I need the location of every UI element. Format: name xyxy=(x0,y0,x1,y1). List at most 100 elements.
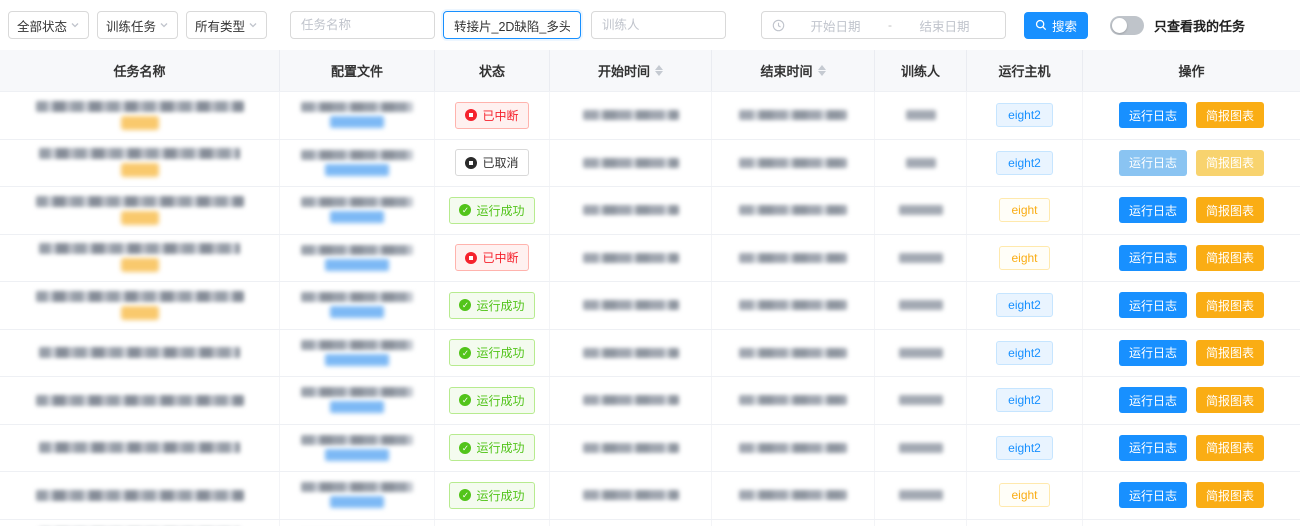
status-label: 运行成功 xyxy=(476,393,525,408)
report-chart-button[interactable]: 简报图表 xyxy=(1196,197,1265,224)
report-chart-button[interactable]: 简报图表 xyxy=(1196,387,1265,414)
run-log-button[interactable]: 运行日志 xyxy=(1118,244,1187,271)
run-log-button[interactable]: 运行日志 xyxy=(1118,102,1187,129)
trainer-redacted xyxy=(898,442,943,453)
run-log-button[interactable]: 运行日志 xyxy=(1118,482,1187,509)
end-date-placeholder: 结束日期 xyxy=(919,19,970,34)
task-name-cell[interactable] xyxy=(0,187,280,234)
trainer-redacted xyxy=(898,300,943,311)
task-name-cell[interactable] xyxy=(0,329,280,376)
task-tag-redacted xyxy=(120,163,159,178)
config-link-redacted[interactable] xyxy=(325,163,389,176)
status-icon xyxy=(465,251,478,264)
config-link-redacted[interactable] xyxy=(330,306,384,319)
trainer-cell xyxy=(875,472,967,519)
task-search-input[interactable] xyxy=(443,11,581,39)
status-badge: ✓ 运行成功 xyxy=(449,386,535,414)
report-chart-button[interactable]: 简报图表 xyxy=(1196,292,1265,319)
sort-up-icon[interactable] xyxy=(655,65,663,70)
report-chart-button[interactable]: 简报图表 xyxy=(1196,244,1265,271)
report-chart-button[interactable]: 简报图表 xyxy=(1196,434,1265,461)
clock-icon xyxy=(772,19,785,31)
config-link-redacted[interactable] xyxy=(330,401,384,414)
sort-icons[interactable] xyxy=(655,65,663,76)
filter-bar: 全部状态 训练任务 所有类型 开始日期 - 结束日期 xyxy=(0,0,1300,50)
table-row: 已中断 eight2 运行日志 简报图表 xyxy=(0,92,1300,140)
trainer-redacted xyxy=(898,490,943,501)
status-icon: ✓ xyxy=(459,299,472,312)
run-log-button[interactable]: 运行日志 xyxy=(1118,197,1187,224)
status-filter-select[interactable]: 全部状态 xyxy=(8,11,89,39)
status-label: 运行成功 xyxy=(476,203,525,218)
status-icon: ✓ xyxy=(459,394,472,407)
end-time-cell xyxy=(712,139,875,186)
task-name-cell[interactable] xyxy=(0,377,280,424)
task-name-cell[interactable] xyxy=(0,519,280,526)
trainer-input[interactable] xyxy=(591,11,726,39)
task-name-cell[interactable] xyxy=(0,234,280,281)
status-cell: ✓ 运行成功 xyxy=(435,519,550,526)
task-name-input[interactable] xyxy=(290,11,435,39)
column-header-start-time[interactable]: 开始时间 xyxy=(550,50,712,91)
sort-down-icon[interactable] xyxy=(817,71,826,76)
run-log-button[interactable]: 运行日志 xyxy=(1118,339,1187,366)
config-name-redacted xyxy=(301,339,413,350)
category-filter-select[interactable]: 所有类型 xyxy=(186,11,267,39)
config-link-redacted[interactable] xyxy=(330,496,384,509)
status-badge: ✓ 运行成功 xyxy=(449,339,535,367)
report-chart-button[interactable]: 简报图表 xyxy=(1196,482,1265,509)
run-log-button[interactable]: 运行日志 xyxy=(1118,292,1187,319)
config-link-redacted[interactable] xyxy=(325,258,389,271)
config-name-redacted xyxy=(301,292,413,303)
report-chart-button[interactable]: 简报图表 xyxy=(1196,149,1265,176)
sort-up-icon[interactable] xyxy=(817,65,826,70)
toggle-knob xyxy=(1112,17,1128,33)
run-log-button[interactable]: 运行日志 xyxy=(1118,434,1187,461)
end-time-redacted xyxy=(739,252,847,263)
start-time-cell xyxy=(550,92,712,139)
column-header-end-time[interactable]: 结束时间 xyxy=(712,50,875,91)
column-header-host: 运行主机 xyxy=(967,50,1083,91)
sort-icons[interactable] xyxy=(817,65,826,76)
task-name-cell[interactable] xyxy=(0,424,280,471)
run-log-button[interactable]: 运行日志 xyxy=(1118,387,1187,414)
my-tasks-toggle[interactable] xyxy=(1110,15,1145,35)
task-name-cell[interactable] xyxy=(0,92,280,139)
config-link-redacted[interactable] xyxy=(330,116,384,129)
status-badge: 已中断 xyxy=(455,244,529,272)
task-name-redacted xyxy=(39,442,240,454)
run-log-button[interactable]: 运行日志 xyxy=(1118,149,1187,176)
table-row: 已中断 eight 运行日志 简报图表 xyxy=(0,234,1300,282)
config-file-cell xyxy=(280,282,435,329)
report-chart-button[interactable]: 简报图表 xyxy=(1196,339,1265,366)
actions-cell: 运行日志 简报图表 xyxy=(1083,235,1300,282)
config-link-redacted[interactable] xyxy=(330,211,384,224)
actions-cell: 运行日志 简报图表 xyxy=(1083,472,1300,519)
host-badge: eight2 xyxy=(996,435,1053,460)
config-link-redacted[interactable] xyxy=(325,353,389,366)
config-file-cell xyxy=(280,187,435,234)
config-link-redacted[interactable] xyxy=(325,448,389,461)
search-button[interactable]: 搜索 xyxy=(1024,11,1089,39)
task-name-redacted xyxy=(39,347,240,359)
task-type-filter-select[interactable]: 训练任务 xyxy=(97,11,178,39)
sort-down-icon[interactable] xyxy=(655,71,663,76)
host-badge: eight xyxy=(999,198,1050,223)
actions-cell: 运行日志 简报图表 xyxy=(1083,187,1300,234)
status-label: 运行成功 xyxy=(476,441,525,456)
host-cell: eight2 xyxy=(967,519,1083,526)
task-name-cell[interactable] xyxy=(0,139,280,186)
status-icon: ✓ xyxy=(459,441,472,454)
task-name-cell[interactable] xyxy=(0,472,280,519)
status-cell: ✓ 运行成功 xyxy=(435,472,550,519)
chevron-down-icon xyxy=(71,23,79,28)
report-chart-button[interactable]: 简报图表 xyxy=(1196,102,1265,129)
date-range-picker[interactable]: 开始日期 - 结束日期 xyxy=(761,11,1006,39)
task-name-cell[interactable] xyxy=(0,282,280,329)
start-time-redacted xyxy=(582,110,679,121)
task-name-redacted xyxy=(35,195,244,207)
config-file-cell xyxy=(280,92,435,139)
table-row: ✓ 运行成功 eight2 运行日志 简报图表 xyxy=(0,424,1300,472)
actions-cell: 运行日志 简报图表 xyxy=(1083,282,1300,329)
